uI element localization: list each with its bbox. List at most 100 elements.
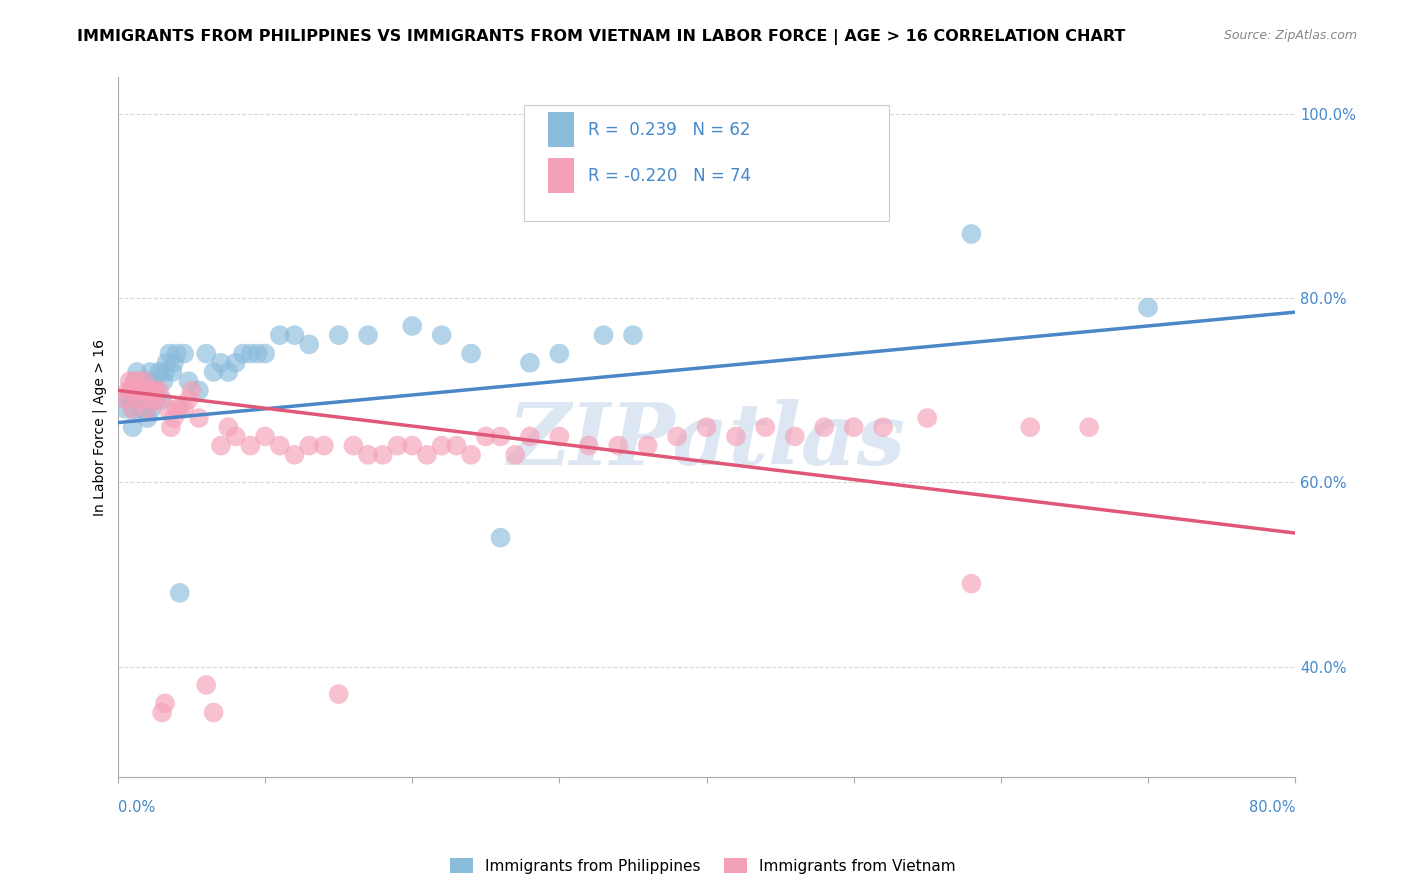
Point	[153, 696, 176, 710]
Point	[519, 429, 541, 443]
Point	[548, 346, 571, 360]
Point	[169, 401, 191, 416]
Point	[180, 384, 202, 398]
Point	[813, 420, 835, 434]
Point	[136, 401, 159, 416]
Point	[131, 384, 153, 398]
Point	[754, 420, 776, 434]
Point	[489, 429, 512, 443]
Point	[159, 346, 181, 360]
Point	[156, 401, 179, 416]
Point	[357, 448, 380, 462]
Point	[136, 411, 159, 425]
Point	[138, 384, 160, 398]
Point	[129, 392, 152, 407]
Point	[162, 365, 184, 379]
Point	[724, 429, 747, 443]
Point	[136, 401, 159, 416]
Point	[239, 346, 262, 360]
Point	[298, 439, 321, 453]
Point	[460, 448, 482, 462]
Point	[145, 384, 167, 398]
Point	[131, 401, 153, 416]
Point	[357, 328, 380, 343]
Point	[150, 392, 173, 407]
Point	[239, 439, 262, 453]
Point	[135, 384, 157, 398]
Point	[148, 365, 170, 379]
FancyBboxPatch shape	[547, 112, 574, 147]
Point	[132, 392, 155, 407]
Point	[166, 346, 188, 360]
Point	[124, 384, 146, 398]
Text: 80.0%: 80.0%	[1249, 800, 1295, 815]
Point	[783, 429, 806, 443]
Point	[139, 384, 162, 398]
Point	[342, 439, 364, 453]
Point	[269, 328, 291, 343]
Point	[160, 420, 183, 434]
Text: R =  0.239   N = 62: R = 0.239 N = 62	[588, 121, 751, 139]
Point	[254, 346, 277, 360]
Point	[371, 448, 394, 462]
Point	[138, 384, 160, 398]
Point	[142, 374, 165, 388]
Point	[828, 199, 851, 213]
Point	[312, 439, 335, 453]
Point	[134, 374, 156, 388]
Point	[135, 374, 157, 388]
Point	[430, 328, 453, 343]
Point	[246, 346, 269, 360]
Point	[225, 429, 247, 443]
Point	[592, 328, 614, 343]
Point	[666, 429, 689, 443]
Legend: Immigrants from Philippines, Immigrants from Vietnam: Immigrants from Philippines, Immigrants …	[444, 852, 962, 880]
Point	[217, 365, 239, 379]
Point	[143, 392, 166, 407]
Point	[139, 365, 162, 379]
Point	[121, 420, 143, 434]
Point	[209, 439, 232, 453]
Point	[401, 439, 423, 453]
Point	[166, 401, 188, 416]
Point	[489, 531, 512, 545]
Point	[195, 346, 218, 360]
Point	[225, 356, 247, 370]
Text: IMMIGRANTS FROM PHILIPPINES VS IMMIGRANTS FROM VIETNAM IN LABOR FORCE | AGE > 16: IMMIGRANTS FROM PHILIPPINES VS IMMIGRANT…	[77, 29, 1126, 45]
Point	[1019, 420, 1042, 434]
Point	[177, 392, 200, 407]
Point	[416, 448, 439, 462]
Point	[696, 420, 718, 434]
Point	[578, 439, 600, 453]
Point	[1136, 301, 1159, 315]
Point	[117, 384, 139, 398]
Point	[114, 401, 136, 416]
Point	[195, 678, 218, 692]
Point	[155, 356, 177, 370]
Point	[298, 337, 321, 351]
Text: ZIPatlas: ZIPatlas	[508, 400, 905, 483]
Point	[152, 374, 174, 388]
Point	[283, 448, 305, 462]
Point	[960, 227, 983, 241]
Point	[120, 384, 142, 398]
Point	[148, 384, 170, 398]
Point	[129, 392, 152, 407]
Point	[169, 586, 191, 600]
Point	[153, 365, 176, 379]
FancyBboxPatch shape	[547, 158, 574, 193]
Point	[503, 448, 526, 462]
Point	[209, 356, 232, 370]
Point	[177, 374, 200, 388]
Point	[141, 392, 163, 407]
Point	[607, 439, 630, 453]
Point	[142, 384, 165, 398]
Point	[1078, 420, 1101, 434]
Point	[141, 401, 163, 416]
Point	[122, 384, 145, 398]
Point	[128, 374, 150, 388]
Point	[118, 388, 141, 402]
Point	[118, 374, 141, 388]
Point	[202, 365, 225, 379]
Point	[217, 420, 239, 434]
